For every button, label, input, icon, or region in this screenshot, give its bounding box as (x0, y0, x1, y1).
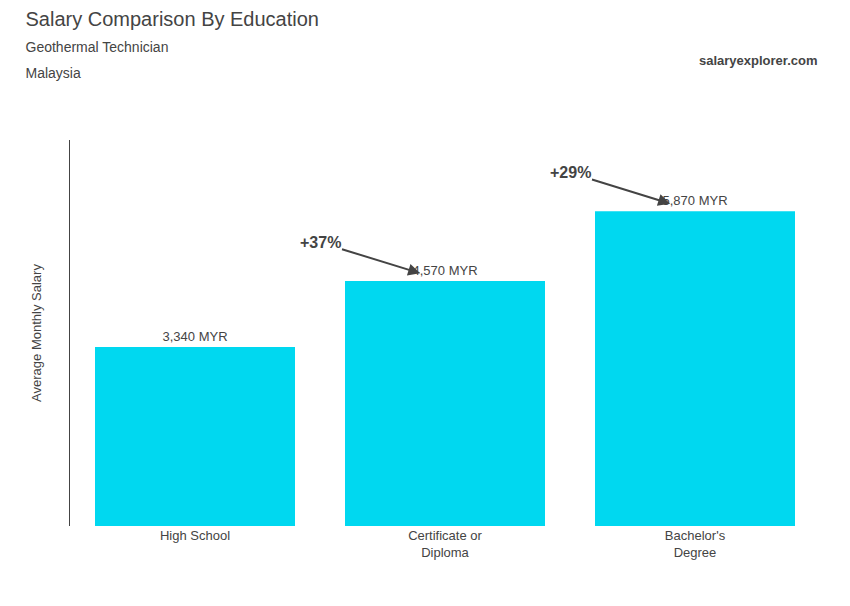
svg-text:salaryexplorer.com: salaryexplorer.com (699, 53, 818, 68)
svg-text:Salary Comparison By Education: Salary Comparison By EducationGeothermal… (26, 8, 319, 81)
svg-text:Certificate orDiploma: Certificate orDiploma (408, 528, 482, 560)
svg-text:High School: High School (160, 528, 230, 543)
svg-text:+37%: +37% (300, 234, 341, 251)
svg-text:4,570 MYR: 4,570 MYR (412, 263, 477, 278)
svg-text:+29%: +29% (550, 164, 591, 181)
svg-text:5,870 MYR: 5,870 MYR (662, 193, 727, 208)
svg-text:Average Monthly Salary: Average Monthly Salary (29, 264, 44, 402)
svg-text:3,340 MYR: 3,340 MYR (162, 329, 227, 344)
svg-text:Bachelor'sDegree: Bachelor'sDegree (665, 528, 726, 560)
